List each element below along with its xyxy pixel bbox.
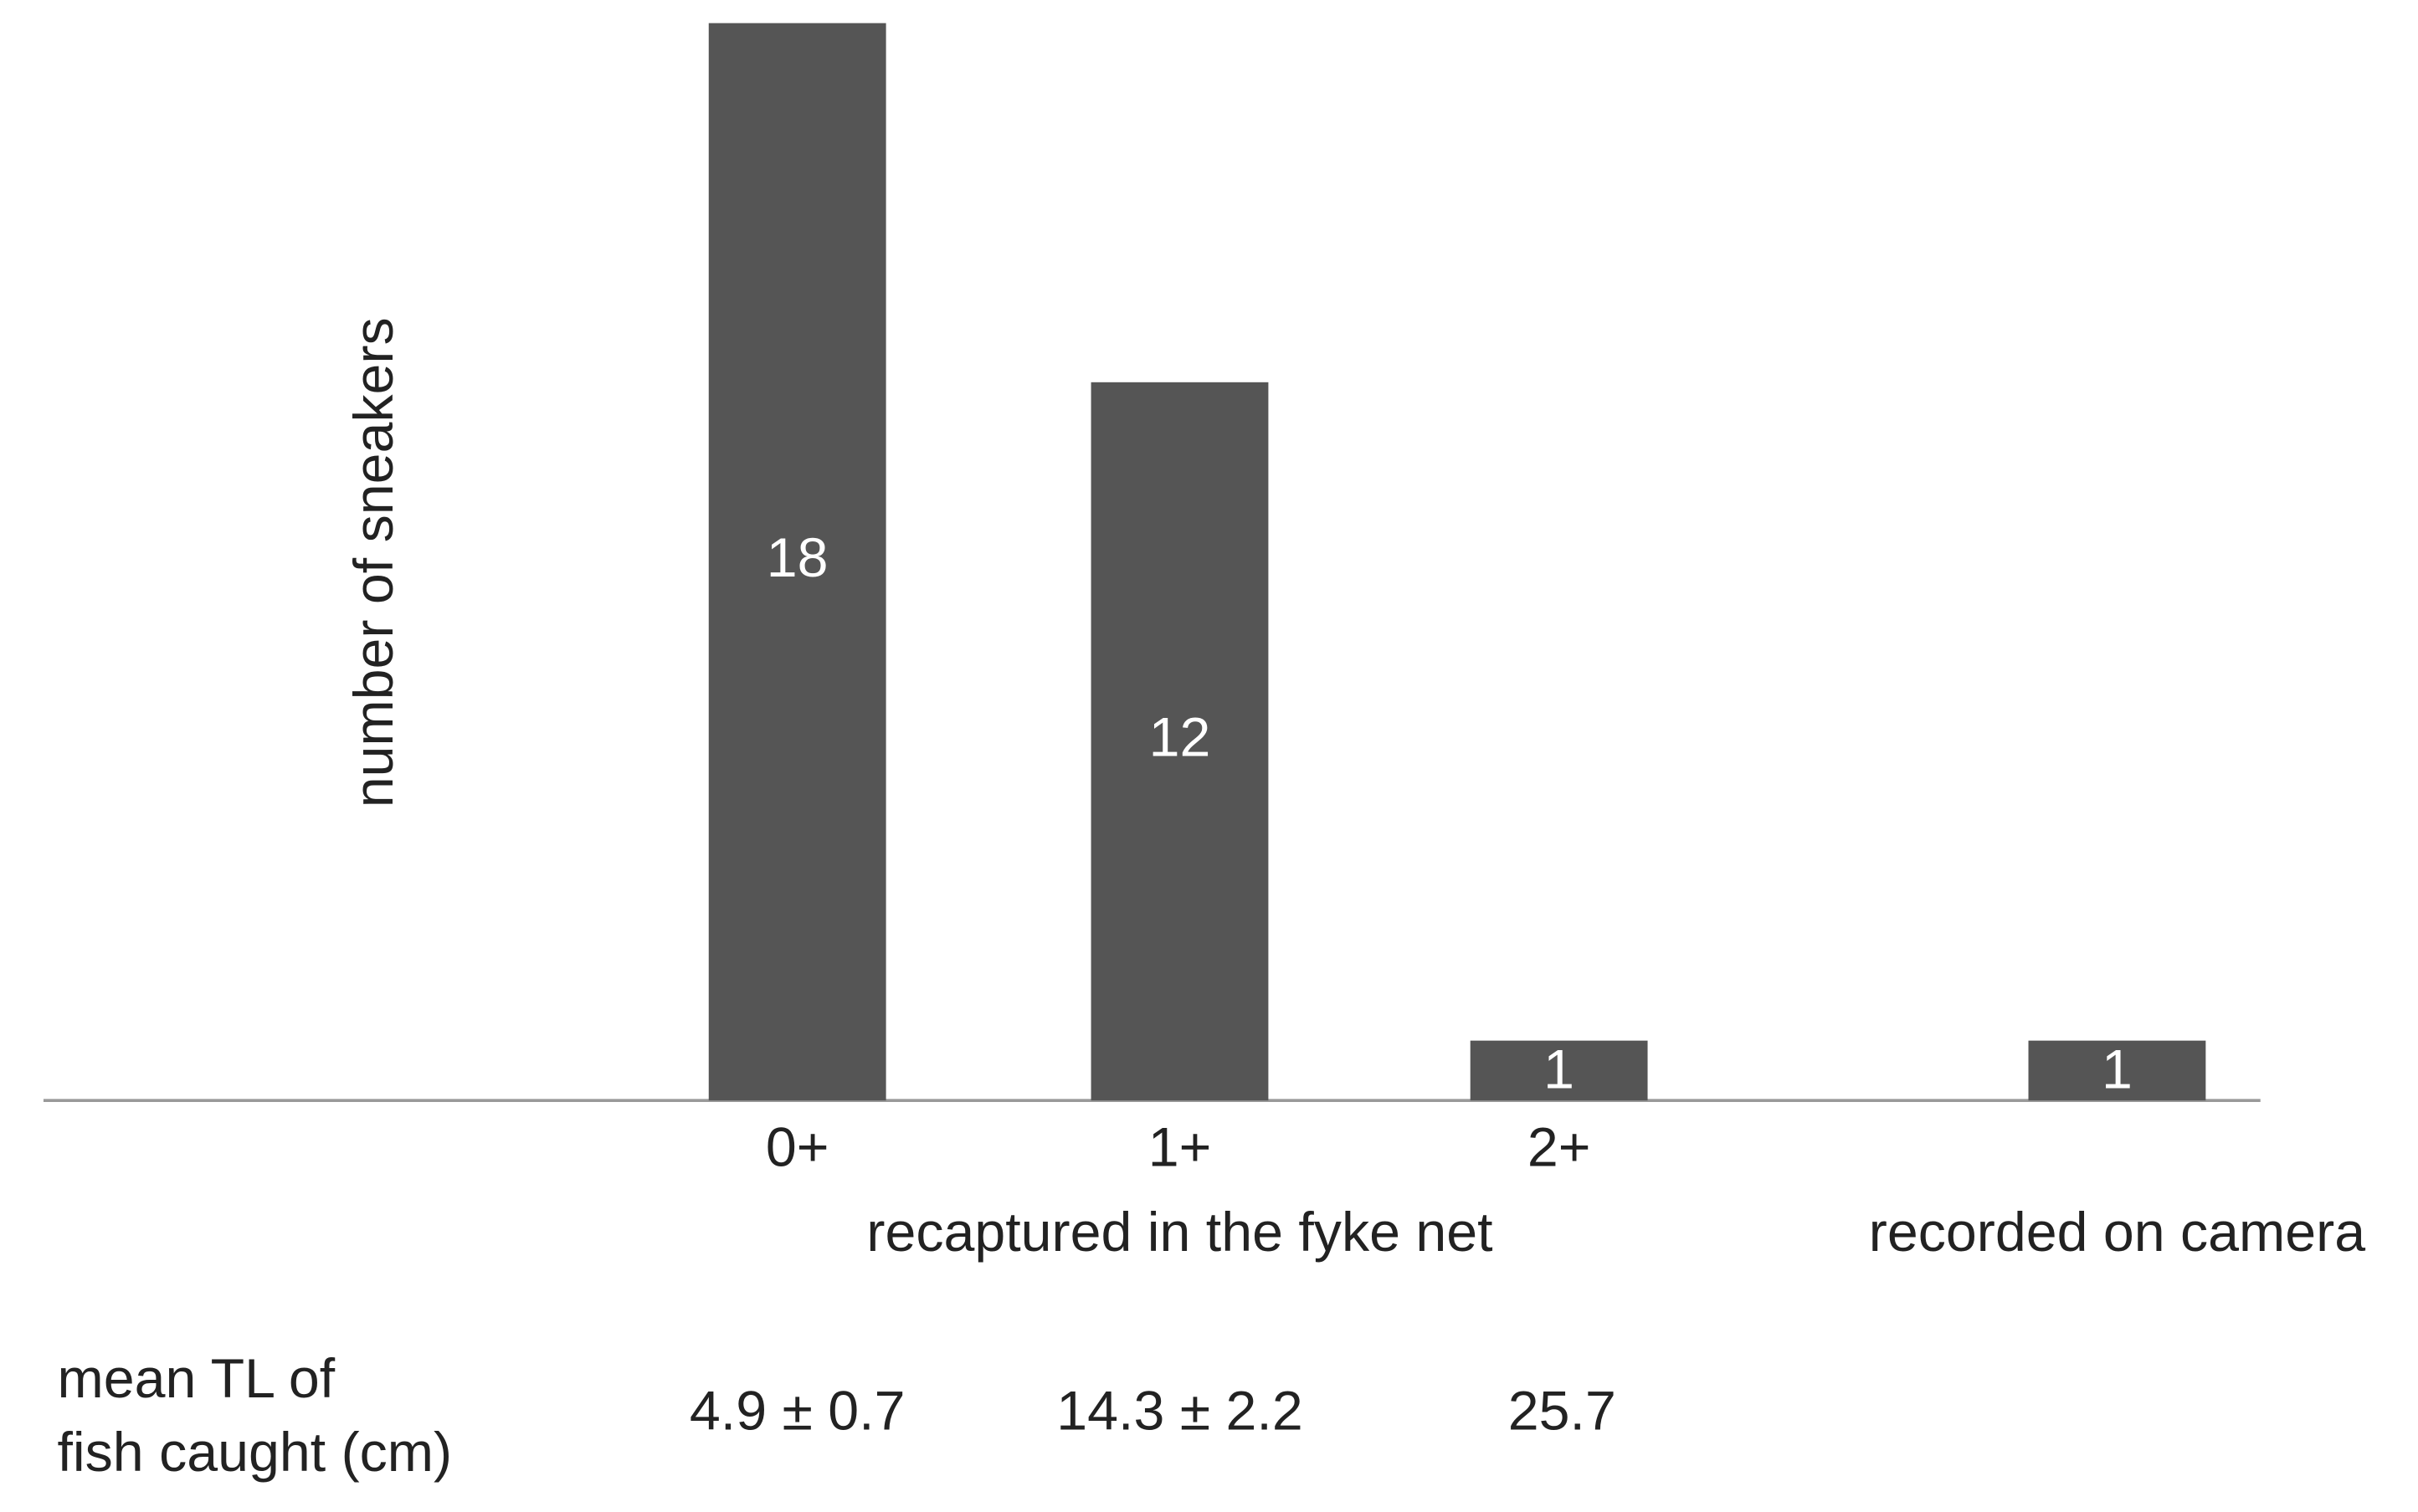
bar <box>1091 382 1269 1101</box>
x-tick-label: 2+ <box>1527 1116 1591 1178</box>
value-label: 1 <box>2102 1039 2133 1101</box>
y-axis-label: number of sneakers <box>343 317 405 807</box>
value-label: 18 <box>767 527 829 589</box>
bar <box>2028 1040 2206 1101</box>
row-label: mean TL of <box>58 1348 336 1410</box>
row-label: fish caught (cm) <box>58 1422 453 1484</box>
x-tick-label: 1+ <box>1148 1116 1212 1178</box>
mean-tl-value: 14.3 ± 2.2 <box>1056 1380 1302 1442</box>
group-label: recaptured in the fyke net <box>866 1202 1492 1263</box>
bar <box>708 23 886 1101</box>
mean-tl-value: 25.7 <box>1508 1380 1616 1442</box>
group-label: recorded on camera <box>1869 1202 2365 1263</box>
x-tick-label: 0+ <box>766 1116 829 1178</box>
mean-tl-value: 4.9 ± 0.7 <box>690 1380 906 1442</box>
value-label: 1 <box>1543 1039 1574 1101</box>
bar <box>1470 1040 1648 1101</box>
value-label: 12 <box>1149 707 1211 769</box>
